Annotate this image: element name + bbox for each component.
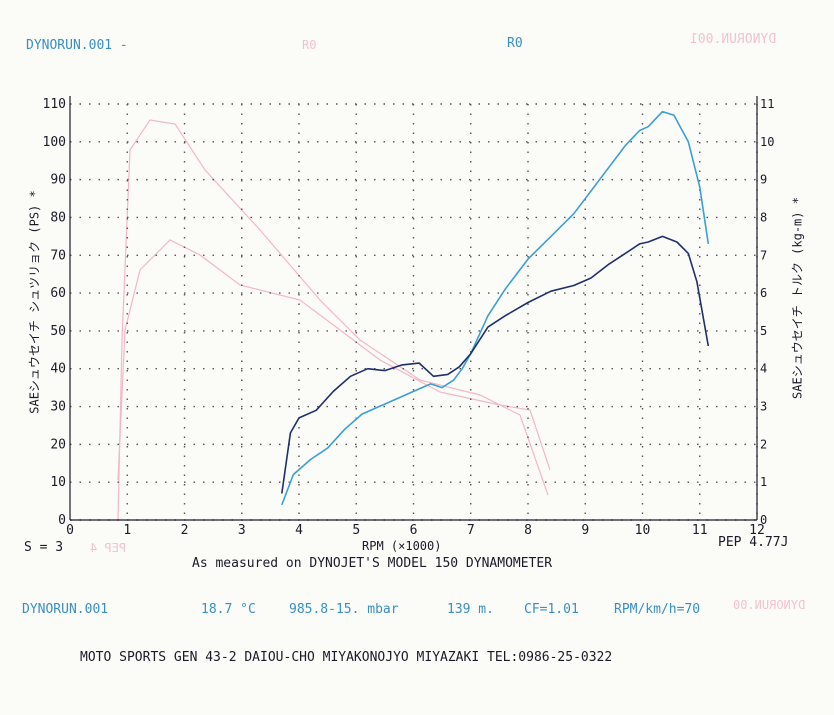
ghost-mid-label: R0 — [302, 38, 317, 52]
shop-info: MOTO SPORTS GEN 43-2 DAIOU-CHO MIYAKONOJ… — [80, 650, 613, 665]
y-tick-label: 70 — [50, 248, 66, 263]
altitude: 139 m. — [447, 602, 494, 617]
y2-tick-label: 5 — [760, 324, 767, 338]
y2-tick-label: 4 — [760, 362, 767, 376]
x-tick-label: 3 — [238, 523, 246, 538]
measured-note: As measured on DYNOJET'S MODEL 150 DYNAM… — [192, 556, 553, 571]
x-tick-label: 11 — [692, 523, 708, 538]
y-tick-label: 30 — [50, 400, 66, 415]
mid-label: R0 — [507, 36, 523, 51]
y-tick-label: 80 — [50, 210, 66, 225]
pep-label: PEP 4.77J — [718, 535, 789, 550]
y2-axis-title: SAEシュウセイチ トルク (kg-m) * — [790, 197, 805, 399]
ghost-footer-run: DYNORUN.00 — [733, 598, 806, 612]
x-tick-label: 1 — [123, 523, 131, 538]
power-curve — [281, 110, 710, 506]
y-tick-label: 60 — [50, 286, 66, 301]
ghost-run-title: DYNORUN.001 — [690, 32, 777, 47]
scale-note: S = 3 — [24, 540, 64, 555]
y2-tick-label: 6 — [760, 286, 767, 300]
ghost-power-line — [117, 119, 549, 521]
y-tick-label: 0 — [58, 513, 66, 528]
x-tick-label: 12 — [749, 523, 765, 538]
y2-tick-label: 2 — [760, 437, 767, 451]
correction-factor: CF=1.01 — [524, 602, 579, 617]
y2-tick-label: 8 — [760, 210, 767, 224]
y2-tick-label: 11 — [760, 97, 774, 111]
x-tick-label: 7 — [467, 523, 475, 538]
x-tick-label: 10 — [635, 523, 651, 538]
x-tick-label: 2 — [181, 523, 189, 538]
x-tick-label: 5 — [352, 523, 360, 538]
y2-tick-label: 9 — [760, 173, 767, 187]
y2-tick-label: 3 — [760, 400, 767, 414]
x-tick-label: 4 — [295, 523, 303, 538]
y-tick-label: 20 — [50, 437, 66, 452]
torque-curve — [281, 235, 710, 494]
y-tick-label: 40 — [50, 362, 66, 377]
ghost-torque-line — [117, 239, 551, 481]
x-tick-label: 8 — [524, 523, 532, 538]
y2-tick-label: 1 — [760, 475, 767, 489]
y-tick-label: 90 — [50, 173, 66, 188]
y-tick-label: 100 — [43, 135, 66, 150]
x-tick-label: 9 — [581, 523, 589, 538]
x-axis-title: RPM (×1000) — [362, 539, 442, 553]
pressure: 985.8-15. mbar — [289, 602, 399, 617]
x-tick-label: 0 — [66, 523, 74, 538]
y-tick-label: 110 — [43, 97, 66, 112]
x-tick-label: 6 — [410, 523, 418, 538]
y-tick-label: 50 — [50, 324, 66, 339]
y2-tick-label: 0 — [760, 513, 767, 527]
run-title: DYNORUN.001 - — [26, 38, 128, 53]
footer-run-label: DYNORUN.001 — [22, 602, 109, 617]
y-axis-title: SAEシュウセイチ シュツリョク (PS) * — [27, 190, 42, 414]
rpm-ratio: RPM/km/h=70 — [614, 602, 701, 617]
temperature: 18.7 °C — [201, 602, 256, 617]
y-tick-label: 10 — [50, 475, 66, 490]
y2-tick-label: 10 — [760, 135, 774, 149]
y2-tick-label: 7 — [760, 248, 767, 262]
ghost-pep: PEP 4 — [90, 541, 127, 555]
